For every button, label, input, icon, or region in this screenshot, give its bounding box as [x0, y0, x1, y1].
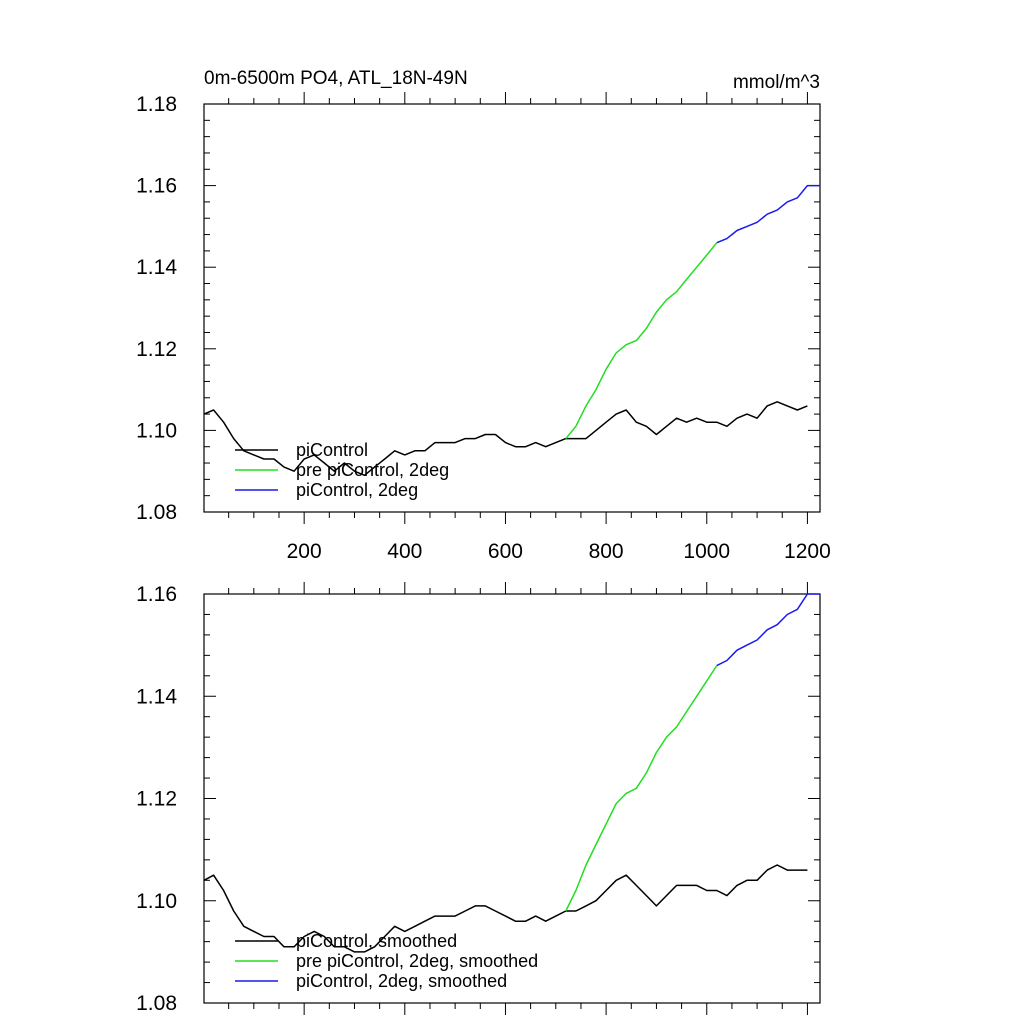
y-tick-label: 1.08: [136, 992, 177, 1015]
chart-title: 0m-6500m PO4, ATL_18N-49N: [204, 68, 468, 89]
y-tick-label: 1.08: [136, 501, 177, 524]
series-line-2: [565, 665, 718, 912]
units-label: mmol/m^3: [733, 72, 820, 93]
y-tick-label: 1.10: [136, 890, 177, 913]
series-line-2: [565, 242, 718, 440]
y-tick-label: 1.14: [136, 256, 177, 279]
x-tick-label: 200: [287, 540, 322, 563]
x-tick-label: 1200: [784, 540, 831, 563]
series-line-3: [716, 593, 820, 667]
legend-label: piControl, 2deg, smoothed: [296, 971, 507, 991]
legend-label: piControl, smoothed: [296, 931, 457, 951]
y-tick-label: 1.16: [136, 175, 177, 198]
y-tick-label: 1.18: [136, 93, 177, 116]
y-tick-label: 1.16: [136, 583, 177, 606]
x-tick-label: 1000: [683, 540, 730, 563]
series-line-1: [203, 864, 808, 953]
x-tick-label: 400: [387, 540, 422, 563]
series-line-1: [203, 401, 808, 477]
chart-panel-1: 1.08 1.10 1.12 1.14 1.16 1.18 200 400 600 800 1000…: [136, 92, 831, 563]
y-tick-label: 1.10: [136, 419, 177, 442]
x-tick-label: 800: [589, 540, 624, 563]
legend-label: piControl: [296, 440, 368, 460]
legend-label: pre piControl, 2deg: [296, 460, 449, 480]
legend-label: piControl, 2deg: [296, 480, 418, 500]
y-tick-label: 1.12: [136, 788, 177, 811]
plot-frame: [203, 103, 821, 513]
legend-label: pre piControl, 2deg, smoothed: [296, 951, 538, 971]
y-tick-label: 1.12: [136, 338, 177, 361]
y-tick-label: 1.14: [136, 685, 177, 708]
x-tick-label: 600: [488, 540, 523, 563]
series-line-3: [716, 184, 820, 244]
